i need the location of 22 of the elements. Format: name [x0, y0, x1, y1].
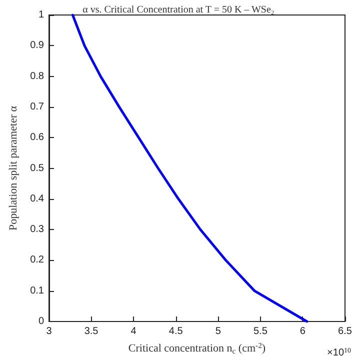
x-tick-label: 6 — [300, 326, 306, 337]
y-tick-label: 0.4 — [30, 193, 44, 204]
x-tick-label: 3.5 — [84, 326, 99, 337]
y-tick-label: 0.8 — [30, 70, 44, 82]
x-tick-label: 3 — [46, 326, 52, 337]
y-tick-label: 0.5 — [30, 162, 44, 174]
y-tick-label: 0.9 — [30, 40, 44, 52]
x-tick-label: 6.5 — [338, 326, 352, 337]
chart-title: α vs. Critical Concentration at T = 50 K – WSe₂ — [82, 4, 274, 16]
y-tick-label: 0.2 — [30, 254, 44, 266]
line-series — [71, 14, 308, 323]
y-axis-title: Population split parameter α — [8, 106, 20, 231]
x-tick-label: 4.5 — [168, 326, 184, 337]
y-tick-label: 0.3 — [30, 224, 44, 236]
x-tick-label: 4 — [130, 326, 137, 337]
x-tick-label: 5.5 — [253, 326, 268, 337]
y-tick-label: 0 — [38, 316, 44, 327]
y-tick-label: 0.6 — [30, 132, 44, 144]
y-tick-label: 0.7 — [30, 101, 44, 112]
y-tick-label: 1 — [38, 10, 44, 20]
y-tick-label: 0.1 — [30, 285, 44, 296]
x-tick-label: 5 — [215, 326, 222, 337]
